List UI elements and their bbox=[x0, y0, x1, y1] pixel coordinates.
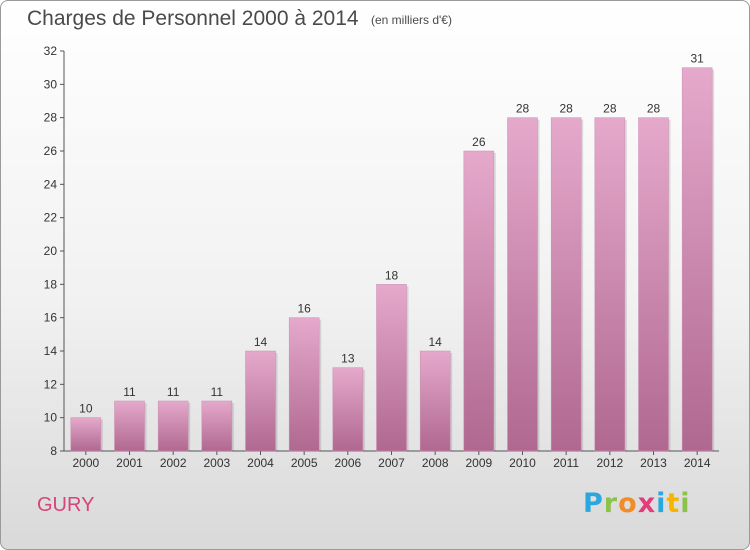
x-tick-label: 2000 bbox=[72, 456, 99, 470]
y-tick-label: 22 bbox=[44, 211, 58, 225]
y-tick-label: 32 bbox=[44, 44, 58, 58]
y-tick-label: 18 bbox=[44, 277, 58, 291]
y-tick-label: 16 bbox=[44, 311, 58, 325]
y-tick-label: 20 bbox=[44, 244, 58, 258]
x-tick-label: 2001 bbox=[116, 456, 143, 470]
bar-value-label: 13 bbox=[341, 352, 355, 366]
bar-value-label: 16 bbox=[297, 302, 311, 316]
chart-title: Charges de Personnel 2000 à 2014 bbox=[27, 7, 359, 30]
x-tick-label: 2008 bbox=[422, 456, 449, 470]
bar bbox=[638, 117, 669, 452]
logo-letter: o bbox=[618, 488, 638, 519]
y-tick-label: 10 bbox=[44, 411, 58, 425]
y-tick-label: 28 bbox=[44, 111, 58, 125]
bar-value-label: 10 bbox=[79, 402, 93, 416]
bar-value-label: 28 bbox=[559, 102, 573, 116]
bar bbox=[681, 67, 713, 452]
logo-letter: P bbox=[583, 488, 604, 519]
bar-value-label: 11 bbox=[123, 385, 136, 399]
bar bbox=[114, 400, 145, 452]
x-tick-label: 2006 bbox=[334, 456, 361, 470]
bar bbox=[463, 150, 495, 452]
x-tick-label: 2014 bbox=[684, 456, 711, 470]
bar bbox=[419, 350, 451, 452]
chart-subtitle: (en milliers d'€) bbox=[371, 13, 452, 27]
x-tick-label: 2003 bbox=[203, 456, 230, 470]
x-tick-label: 2004 bbox=[247, 456, 274, 470]
bar bbox=[550, 117, 582, 452]
bar-value-label: 28 bbox=[647, 102, 661, 116]
logo-letter: i bbox=[656, 488, 667, 519]
bar bbox=[245, 350, 276, 452]
logo-letter: x bbox=[637, 488, 657, 519]
bar-value-label: 14 bbox=[428, 335, 442, 349]
x-tick-label: 2007 bbox=[378, 456, 405, 470]
bar bbox=[332, 367, 364, 452]
bar-value-label: 18 bbox=[385, 268, 399, 282]
logo-letter: t bbox=[666, 488, 681, 519]
bar bbox=[157, 400, 189, 452]
bar-value-label: 28 bbox=[516, 102, 530, 116]
bar-value-label: 26 bbox=[472, 135, 486, 149]
bar bbox=[594, 117, 626, 452]
bar bbox=[507, 117, 538, 452]
x-tick-label: 2009 bbox=[465, 456, 492, 470]
x-tick-label: 2002 bbox=[160, 456, 187, 470]
y-tick-label: 8 bbox=[50, 444, 57, 458]
logo-letter: i bbox=[680, 488, 691, 519]
bar-value-label: 28 bbox=[603, 102, 617, 116]
x-tick-label: 2005 bbox=[291, 456, 318, 470]
y-tick-label: 30 bbox=[44, 77, 58, 91]
x-tick-label: 2010 bbox=[509, 456, 536, 470]
logo-letter: r bbox=[603, 488, 619, 519]
bar bbox=[201, 400, 233, 452]
bar bbox=[376, 284, 407, 452]
bar-value-label: 11 bbox=[167, 385, 180, 399]
bar bbox=[288, 317, 320, 452]
proxiti-logo[interactable]: Proxiti bbox=[583, 488, 691, 519]
bar-value-label: 11 bbox=[211, 385, 224, 399]
y-tick-label: 14 bbox=[44, 344, 58, 358]
y-tick-label: 12 bbox=[44, 377, 58, 391]
bar bbox=[70, 417, 102, 452]
x-tick-label: 2011 bbox=[553, 456, 579, 470]
bar-value-label: 14 bbox=[254, 335, 268, 349]
bar-value-label: 31 bbox=[690, 52, 704, 66]
y-tick-label: 24 bbox=[44, 177, 58, 191]
commune-name: GURY bbox=[37, 494, 95, 516]
x-tick-label: 2013 bbox=[640, 456, 667, 470]
x-tick-label: 2012 bbox=[596, 456, 623, 470]
y-tick-label: 26 bbox=[44, 144, 58, 158]
